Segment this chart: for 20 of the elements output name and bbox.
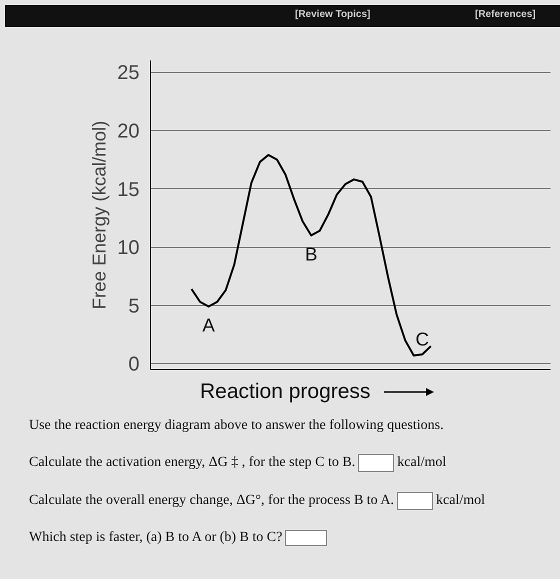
text: Calculate the activation energy, ΔG ‡ , for the step C to B. (29, 455, 356, 470)
annotation: B (304, 244, 318, 265)
annotation: A (202, 314, 216, 336)
annotation: C (416, 328, 430, 350)
y-tick-label: 25 (117, 62, 140, 84)
y-tick-label: 5 (128, 295, 140, 318)
text: Which step is faster, (a) B to A or (b) B to C? (29, 530, 284, 546)
text: Calculate the overall energy change, ΔG°, for the process B to A. (29, 493, 394, 508)
x-axis-title: Reaction progress (200, 380, 372, 404)
text: [Review Topics] (295, 9, 370, 20)
text: [References] (475, 9, 536, 20)
y-tick-label: 15 (117, 178, 140, 201)
y-tick-label: 10 (117, 237, 140, 260)
y-tick-label: 20 (117, 120, 140, 142)
text: Use the reaction energy diagram above to answer the following questions. (29, 418, 445, 434)
text: kcal/mol (397, 455, 446, 470)
y-tick-label: 0 (128, 354, 140, 376)
y-axis-title: Free Energy (kcal/mol) (88, 120, 110, 310)
text: kcal/mol (436, 493, 486, 508)
line-series (190, 154, 432, 357)
